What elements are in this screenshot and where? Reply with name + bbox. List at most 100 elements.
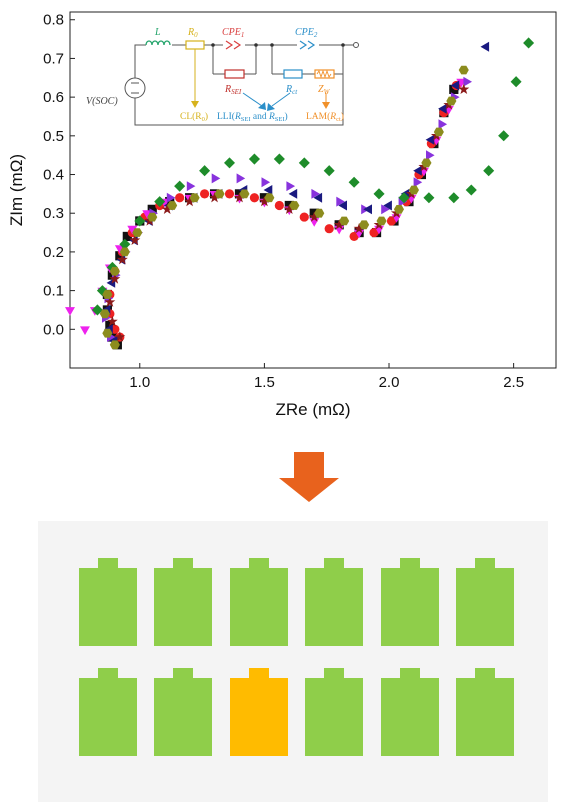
data-point-hexagon (132, 228, 143, 237)
y-tick-label: 0.4 (43, 167, 64, 184)
battery-body (305, 568, 363, 646)
data-point-hexagon (433, 127, 444, 137)
x-tick-label: 1.5 (254, 374, 275, 391)
data-point-hexagon (214, 189, 225, 199)
battery-terminal (475, 668, 495, 679)
battery-body (230, 678, 288, 756)
data-point-triangle-left (480, 41, 490, 52)
plot-frame (69, 11, 557, 369)
data-point-star (209, 192, 220, 203)
data-point-triangle-left (288, 188, 298, 199)
rct-label: Rct (285, 84, 298, 96)
inductor-label: L (154, 27, 161, 38)
data-point-hexagon (109, 266, 120, 276)
data-point-diamond (154, 196, 166, 208)
data-point-diamond (348, 176, 360, 188)
data-point-diamond (448, 192, 460, 204)
data-point-hexagon (189, 193, 200, 203)
cpe1-label: CPE1 (222, 27, 244, 39)
data-point-star (258, 195, 270, 207)
lli-arrow-line-2 (271, 92, 291, 107)
data-point-diamond (248, 153, 260, 165)
data-point-triangle-right (261, 177, 271, 188)
battery-body (456, 568, 514, 646)
data-point-diamond (174, 180, 186, 192)
warburg-element-icon (314, 69, 335, 79)
lli-arrow-line-1 (242, 92, 263, 107)
data-point-hexagon (99, 309, 110, 319)
lli-arrow-head-1 (258, 102, 266, 110)
data-point-circle (324, 224, 334, 234)
y-tick-label: 0.8 (43, 12, 64, 29)
data-point-square (115, 251, 125, 261)
data-point-diamond (465, 184, 477, 196)
battery-cell-icon (305, 668, 363, 756)
data-point-triangle-right (186, 181, 196, 192)
wire-return (134, 45, 344, 126)
data-point-triangle-right (286, 181, 296, 192)
data-point-circle (274, 200, 284, 211)
cpe2-label: CPE2 (295, 27, 318, 39)
zw-label: ZW (318, 84, 331, 96)
battery-cell-icon (230, 668, 288, 756)
data-point-hexagon (458, 65, 469, 75)
data-point-triangle-left (425, 134, 435, 145)
data-point-square (147, 204, 157, 214)
data-point-triangle-left (263, 185, 273, 195)
battery-body (154, 568, 212, 646)
data-point-star (114, 331, 126, 342)
junction-dot (270, 43, 274, 47)
resistor-r0-icon (185, 40, 205, 50)
data-point-diamond (498, 130, 510, 142)
data-point-diamond (224, 157, 235, 169)
y-tick-label: 0.7 (43, 50, 64, 67)
battery-body (154, 678, 212, 756)
lli-arrow-head-2 (267, 103, 275, 111)
data-point-square (122, 231, 132, 242)
data-point-star (308, 211, 320, 222)
y-tick-label: 0.1 (43, 283, 64, 300)
data-point-diamond (423, 192, 435, 204)
data-point-circle (224, 189, 235, 199)
inductor-icon (145, 40, 171, 46)
data-point-hexagon (314, 208, 325, 218)
data-point-hexagon (289, 201, 300, 210)
data-point-hexagon (359, 220, 370, 230)
battery-terminal (173, 668, 193, 679)
battery-cell-icon (230, 558, 288, 646)
eis-plot: 1.0 1.5 2.0 2.50.00.10.20.30.40.50.60.70.8 … (7, 11, 557, 419)
data-point-diamond (398, 192, 410, 204)
data-point-triangle-right (211, 173, 221, 184)
data-point-circle (249, 193, 260, 203)
data-point-diamond (323, 165, 335, 177)
battery-terminal (400, 668, 420, 679)
data-point-hexagon (446, 96, 457, 106)
battery-terminal (475, 558, 495, 569)
data-point-star (161, 203, 173, 214)
battery-terminal (324, 668, 344, 679)
data-point-triangle-left (413, 165, 422, 176)
data-point-diamond (134, 215, 146, 227)
data-point-star (234, 192, 245, 203)
data-point-hexagon (147, 212, 158, 222)
data-point-star (283, 203, 295, 214)
y-tick-label: 0.5 (43, 128, 64, 145)
x-tick-label: 1.0 (129, 374, 150, 391)
battery-body (79, 568, 137, 646)
data-point-hexagon (376, 216, 387, 226)
junction-dot (341, 43, 345, 47)
data-point-triangle-left (363, 204, 372, 215)
battery-body (230, 568, 288, 646)
x-axis-label: ZRe (mΩ) (275, 400, 350, 419)
data-point-star (109, 273, 121, 284)
battery-body (79, 678, 137, 756)
data-point-triangle-left (338, 200, 347, 211)
data-point-diamond (91, 304, 103, 316)
battery-body (456, 678, 514, 756)
data-point-hexagon (239, 189, 250, 199)
data-point-circle (369, 227, 379, 238)
battery-cell-icon (154, 558, 212, 646)
battery-body (305, 678, 363, 756)
data-point-hexagon (421, 158, 432, 168)
